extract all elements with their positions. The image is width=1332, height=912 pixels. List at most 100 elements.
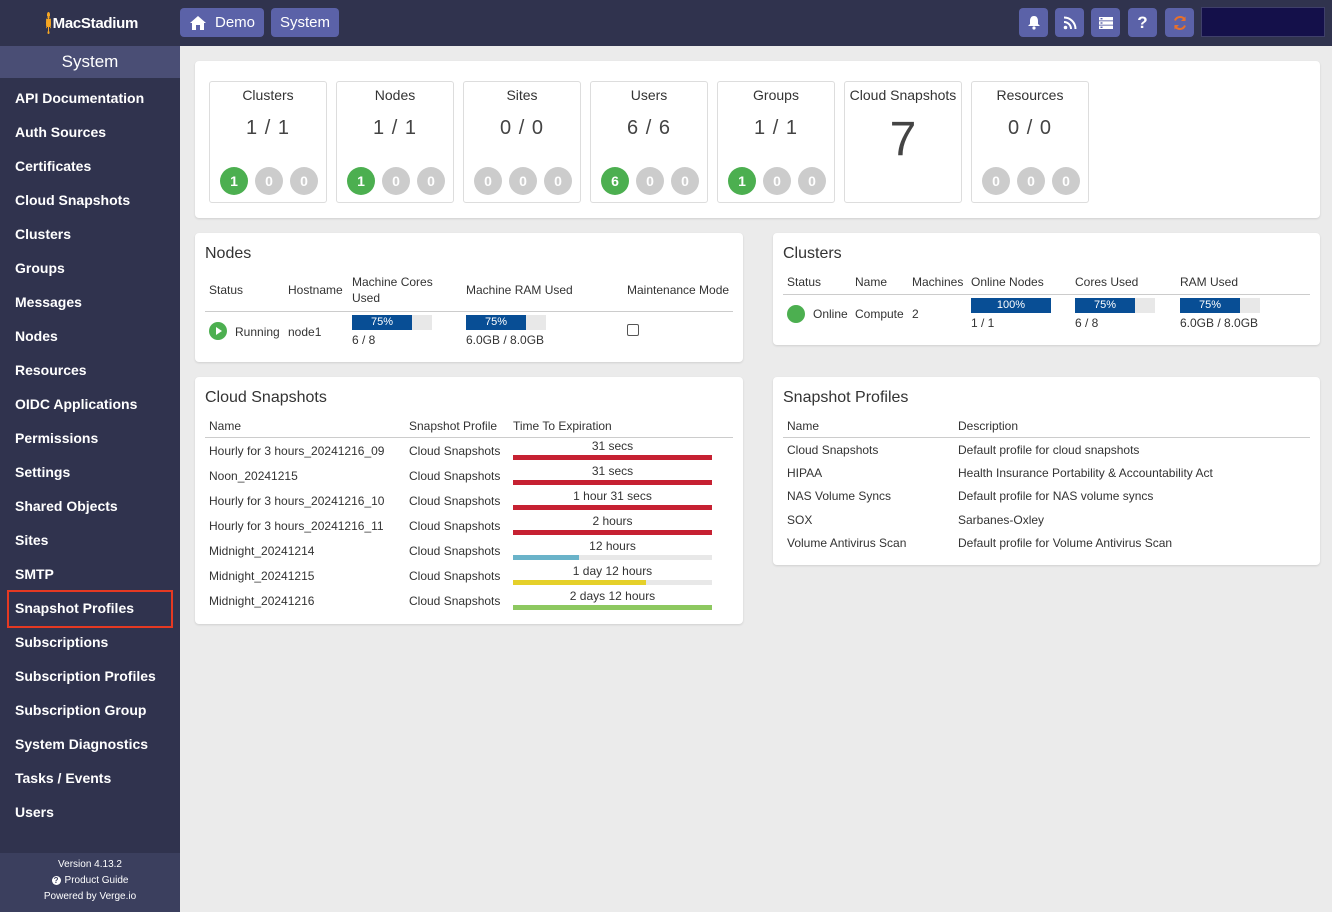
expiration-bar-fill — [513, 505, 712, 510]
profile-name[interactable]: HIPAA — [787, 466, 823, 481]
snapshot-name[interactable]: Midnight_20241215 — [209, 569, 315, 583]
expiration-bar-fill — [513, 480, 712, 485]
cluster-cores-text: 6 / 8 — [1075, 316, 1099, 330]
cluster-ram-pct: 75% — [1198, 299, 1222, 311]
running-status-icon — [209, 322, 227, 340]
node-hostname[interactable]: node1 — [288, 325, 322, 339]
refresh-button[interactable] — [1165, 8, 1194, 37]
nodes-col-maintenance: Maintenance Mode — [627, 283, 730, 297]
snapshot-name[interactable]: Hourly for 3 hours_20241216_11 — [209, 519, 384, 533]
snapshot-name[interactable]: Midnight_20241214 — [209, 544, 315, 558]
sidebar-item-settings[interactable]: Settings — [15, 464, 71, 480]
snapshots-col-profile: Snapshot Profile — [409, 419, 498, 433]
sidebar-item-groups[interactable]: Groups — [15, 260, 65, 276]
stat-value: 6 / 6 — [627, 117, 671, 139]
sidebar-item-smtp[interactable]: SMTP — [15, 566, 54, 582]
profile-name[interactable]: SOX — [787, 512, 813, 527]
help-icon: ? — [1137, 12, 1148, 32]
node-ram-pct: 75% — [484, 316, 508, 328]
stat-title: Users — [630, 87, 668, 103]
nav-demo-button[interactable]: Demo — [180, 8, 265, 37]
stat-value: 1 / 1 — [246, 117, 290, 139]
expiration-bar — [513, 605, 712, 610]
status-count-badge: 0 — [417, 167, 445, 195]
sidebar-item-subscriptions[interactable]: Subscriptions — [15, 634, 109, 650]
sidebar-item-subscription-group[interactable]: Subscription Group — [15, 702, 147, 718]
sidebar-item-snapshot-profiles[interactable]: Snapshot Profiles — [15, 600, 135, 616]
sidebar-item-messages[interactable]: Messages — [15, 294, 82, 310]
refresh-icon — [1173, 15, 1186, 30]
sidebar-item-api-documentation[interactable]: API Documentation — [15, 90, 145, 106]
profile-description: Sarbanes-Oxley — [958, 512, 1045, 527]
sidebar-item-users[interactable]: Users — [15, 804, 54, 820]
expiration-bar-fill — [513, 455, 712, 460]
nodes-col-status: Status — [209, 283, 244, 297]
help-button[interactable]: ? — [1128, 8, 1157, 37]
macstadium-logo[interactable]: MacStadium — [46, 6, 138, 40]
sidebar-item-auth-sources[interactable]: Auth Sources — [15, 124, 107, 140]
cluster-cores-bar: 75% — [1075, 298, 1155, 313]
sidebar: System API Documentation Auth Sources Cert… — [0, 46, 180, 912]
version-label: Version 4.13.2 — [58, 859, 122, 870]
profile-name[interactable]: Volume Antivirus Scan — [787, 535, 907, 550]
expiration-bar-fill — [513, 605, 712, 610]
sidebar-item-permissions[interactable]: Permissions — [15, 430, 99, 446]
status-count-badge: 0 — [671, 167, 699, 195]
node-ram-fill — [466, 315, 526, 330]
snapshot-expiration: 31 secs — [591, 439, 634, 453]
cluster-name[interactable]: Compute — [855, 307, 904, 321]
snapshot-expiration: 2 hours — [592, 514, 633, 528]
notifications-button[interactable] — [1019, 8, 1048, 37]
snapshot-profile: Cloud Snapshots — [409, 594, 501, 608]
expiration-bar — [513, 505, 712, 510]
node-cores-pct: 75% — [370, 316, 394, 328]
sidebar-item-nodes[interactable]: Nodes — [15, 328, 58, 344]
user-menu[interactable] — [1201, 7, 1325, 37]
sidebar-item-system-diagnostics[interactable]: System Diagnostics — [15, 736, 149, 752]
product-guide-link[interactable]: ? Product Guide — [0, 873, 180, 889]
snapshots-col-expiration: Time To Expiration — [513, 419, 612, 433]
maintenance-checkbox[interactable] — [627, 324, 639, 336]
sidebar-item-clusters[interactable]: Clusters — [15, 226, 72, 242]
sidebar-item-oidc-applications[interactable]: OIDC Applications — [15, 396, 138, 412]
node-cores-bar: 75% — [352, 315, 432, 330]
node-cores-text: 6 / 8 — [352, 333, 376, 347]
top-bar: MacStadium Demo System ? — [0, 0, 1332, 46]
sidebar-item-certificates[interactable]: Certificates — [15, 158, 92, 174]
expiration-bar — [513, 555, 712, 560]
profile-description: Default profile for cloud snapshots — [958, 443, 1140, 457]
sidebar-footer: Version 4.13.2 ? Product Guide Powered by… — [0, 853, 180, 912]
expiration-bar — [513, 455, 712, 460]
sidebar-item-shared-objects[interactable]: Shared Objects — [15, 498, 118, 514]
server-list-button[interactable] — [1091, 8, 1120, 37]
nav-system-button[interactable]: System — [271, 8, 340, 37]
expiration-bar-fill — [513, 555, 579, 560]
stat-title: Groups — [753, 87, 799, 103]
feed-button[interactable] — [1055, 8, 1084, 37]
snapshot-name[interactable]: Midnight_20241216 — [209, 594, 315, 608]
snapshot-name[interactable]: Hourly for 3 hours_20241216_09 — [209, 444, 385, 458]
snapshot-name[interactable]: Hourly for 3 hours_20241216_10 — [209, 494, 385, 508]
sidebar-item-sites[interactable]: Sites — [15, 532, 49, 548]
sidebar-item-tasks-events[interactable]: Tasks / Events — [15, 770, 112, 786]
snapshot-name[interactable]: Noon_20241215 — [209, 469, 298, 483]
snapshot-profile: Cloud Snapshots — [409, 519, 501, 533]
clusters-col-machines: Machines — [912, 275, 964, 289]
profile-name[interactable]: Cloud Snapshots — [787, 443, 879, 457]
snapshot-expiration: 1 hour 31 secs — [573, 489, 652, 503]
status-count-badge: 0 — [798, 167, 826, 195]
cluster-online-text: 1 / 1 — [971, 316, 995, 330]
stat-cloud-snapshots[interactable]: Cloud Snapshots 7 — [844, 81, 962, 203]
profile-name[interactable]: NAS Volume Syncs — [787, 489, 892, 504]
cluster-online-bar: 100% — [971, 298, 1051, 313]
sidebar-item-subscription-profiles[interactable]: Subscription Profiles — [15, 668, 156, 684]
status-count-badge: 0 — [636, 167, 664, 195]
sidebar-item-cloud-snapshots[interactable]: Cloud Snapshots — [15, 192, 131, 208]
sidebar-item-resources[interactable]: Resources — [15, 362, 87, 378]
